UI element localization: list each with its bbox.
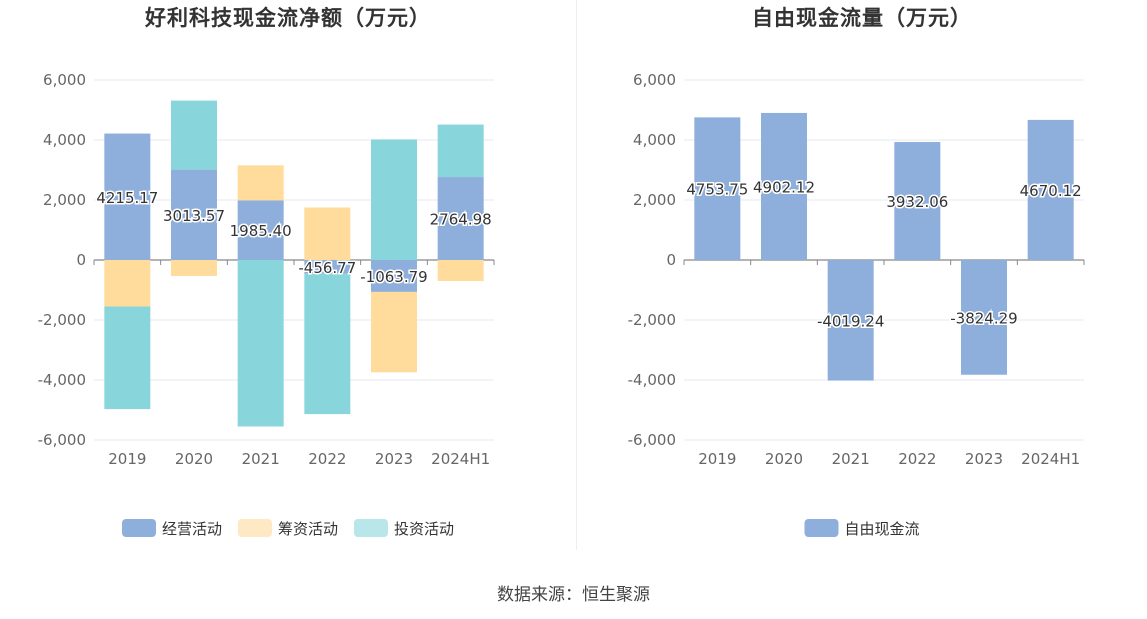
bar-自由现金流-2024H1 <box>1027 119 1074 261</box>
chart-title-free-cashflow: 自由现金流量（万元） <box>752 6 972 30</box>
legend-swatch-自由现金流 <box>804 519 839 537</box>
x-tick-label: 2019 <box>698 450 736 468</box>
legend-swatch-筹资活动 <box>238 519 272 537</box>
bar-经营活动-2019 <box>104 133 151 260</box>
bar-投资活动-2019 <box>104 306 151 410</box>
bar-投资活动-2023 <box>371 139 417 260</box>
y-tick-label: 2,000 <box>43 191 86 209</box>
bar-投资活动-2021 <box>237 260 284 427</box>
bar-经营活动-2020 <box>171 169 217 260</box>
x-tick-label: 2019 <box>108 450 146 468</box>
bar-投资活动-2024H1 <box>437 124 484 178</box>
legend-swatch-经营活动 <box>122 519 156 537</box>
bar-筹资活动-2020 <box>171 260 217 276</box>
bar-自由现金流-2021 <box>827 260 874 381</box>
y-tick-label: 4,000 <box>633 131 676 149</box>
cashflow-net-panel: 好利科技现金流净额（万元） 6,000 4,000 2,000 0 -2,000 -4,0… <box>0 0 576 560</box>
y-tick-label: -6,000 <box>628 431 676 449</box>
bar-经营活动-2023 <box>371 260 417 292</box>
data-label: 3013.57 <box>163 207 225 225</box>
bar-筹资活动-2019 <box>104 260 151 307</box>
legend-label-自由现金流: 自由现金流 <box>845 520 920 538</box>
bar-自由现金流-2019 <box>694 117 741 260</box>
bar-自由现金流-2023 <box>961 260 1007 375</box>
bar-自由现金流-2020 <box>761 112 807 260</box>
bar-经营活动-2024H1 <box>437 177 484 260</box>
y-tick-label: 0 <box>666 251 676 269</box>
cashflow-net-chart: 6,000 4,000 2,000 0 -2,000 -4,000 -6,000 2019 20… <box>38 71 495 538</box>
x-tick-label: 2023 <box>965 450 1003 468</box>
x-tick-label: 2021 <box>242 450 280 468</box>
x-tick-label: 2020 <box>175 450 213 468</box>
data-label: 2764.98 <box>430 211 492 229</box>
x-tick-label: 2022 <box>898 450 936 468</box>
x-tick-label: 2022 <box>308 450 346 468</box>
x-tick-label: 2023 <box>375 450 413 468</box>
y-tick-label: 0 <box>76 251 86 269</box>
x-tick-label: 2021 <box>832 450 870 468</box>
y-tick-label: -2,000 <box>38 311 86 329</box>
x-tick-label: 2024H1 <box>431 450 490 468</box>
x-tick-label: 2024H1 <box>1021 450 1080 468</box>
panel-divider <box>576 0 577 550</box>
bar-筹资活动-2024H1 <box>437 260 484 281</box>
data-label: 4753.75 <box>686 181 748 199</box>
x-tick-label: 2020 <box>765 450 803 468</box>
bar-筹资活动-2023 <box>371 291 417 373</box>
y-tick-label: -4,000 <box>628 371 676 389</box>
data-label: 4215.17 <box>96 189 158 207</box>
data-source-label: 数据来源：恒生聚源 <box>497 585 650 605</box>
y-tick-label: -4,000 <box>38 371 86 389</box>
y-tick-label: 2,000 <box>633 191 676 209</box>
bar-自由现金流-2022 <box>894 142 941 260</box>
y-tick-label: -2,000 <box>628 311 676 329</box>
free-cashflow-chart: 6,000 4,000 2,000 0 -2,000 -4,000 -6,000 2019 20… <box>628 71 1085 538</box>
bar-经营活动-2022 <box>304 260 351 274</box>
legend-label-经营活动: 经营活动 <box>162 520 222 538</box>
y-tick-label: 4,000 <box>43 131 86 149</box>
data-label: 4670.12 <box>1020 182 1082 200</box>
data-label: 3932.06 <box>886 193 948 211</box>
bar-投资活动-2020 <box>171 100 217 170</box>
bar-筹资活动-2022 <box>304 207 351 260</box>
data-label: 1985.40 <box>230 222 292 240</box>
bar-筹资活动-2021 <box>237 165 284 201</box>
y-tick-label: -6,000 <box>38 431 86 449</box>
data-label: -456.77 <box>298 259 356 277</box>
data-label: -1063.79 <box>360 268 427 286</box>
chart-title-cashflow-net: 好利科技现金流净额（万元） <box>145 6 431 30</box>
data-label: -4019.24 <box>817 312 884 330</box>
bar-投资活动-2022 <box>304 273 351 415</box>
data-label: -3824.29 <box>950 309 1017 327</box>
free-cashflow-panel: 自由现金流量（万元） 6,000 4,000 2,000 0 -2,000 -4,000 -… <box>577 0 1147 560</box>
legend-label-筹资活动: 筹资活动 <box>278 520 338 538</box>
legend-swatch-投资活动 <box>354 519 388 537</box>
legend-label-投资活动: 投资活动 <box>394 520 454 538</box>
y-tick-label: 6,000 <box>43 71 86 89</box>
bar-经营活动-2021 <box>237 200 284 260</box>
y-tick-label: 6,000 <box>633 71 676 89</box>
data-label: 4902.12 <box>753 178 815 196</box>
